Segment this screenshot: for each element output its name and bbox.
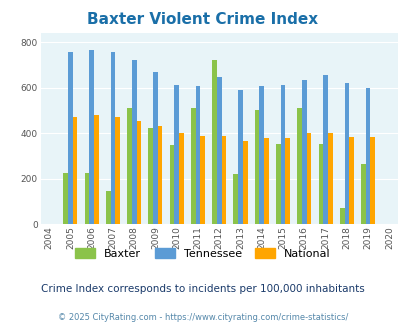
Bar: [296, 108, 301, 224]
Bar: [339, 209, 344, 224]
Bar: [221, 136, 226, 224]
Bar: [264, 138, 268, 224]
Bar: [136, 121, 141, 224]
Bar: [195, 86, 200, 224]
Bar: [369, 137, 374, 224]
Bar: [200, 136, 205, 224]
Bar: [72, 117, 77, 224]
Bar: [344, 83, 348, 224]
Legend: Baxter, Tennessee, National: Baxter, Tennessee, National: [71, 244, 334, 263]
Bar: [132, 60, 136, 224]
Bar: [106, 191, 110, 224]
Bar: [212, 60, 216, 224]
Text: Crime Index corresponds to incidents per 100,000 inhabitants: Crime Index corresponds to incidents per…: [41, 284, 364, 294]
Text: Baxter Violent Crime Index: Baxter Violent Crime Index: [87, 12, 318, 26]
Bar: [275, 144, 280, 224]
Bar: [63, 173, 68, 224]
Text: © 2025 CityRating.com - https://www.cityrating.com/crime-statistics/: © 2025 CityRating.com - https://www.city…: [58, 313, 347, 322]
Bar: [306, 133, 311, 224]
Bar: [94, 115, 98, 224]
Bar: [190, 108, 195, 224]
Bar: [348, 137, 353, 224]
Bar: [68, 52, 72, 224]
Bar: [127, 108, 132, 224]
Bar: [301, 80, 306, 224]
Bar: [318, 144, 322, 224]
Bar: [365, 88, 369, 224]
Bar: [84, 173, 89, 224]
Bar: [280, 85, 285, 224]
Bar: [242, 141, 247, 224]
Bar: [148, 128, 153, 224]
Bar: [115, 117, 119, 224]
Bar: [153, 72, 158, 224]
Bar: [179, 133, 183, 224]
Bar: [169, 145, 174, 224]
Bar: [322, 75, 327, 224]
Bar: [254, 111, 259, 224]
Bar: [216, 78, 221, 224]
Bar: [238, 90, 242, 224]
Bar: [259, 86, 264, 224]
Bar: [233, 174, 238, 224]
Bar: [174, 85, 179, 224]
Bar: [89, 50, 94, 224]
Bar: [285, 138, 289, 224]
Bar: [110, 52, 115, 224]
Bar: [360, 164, 365, 224]
Bar: [327, 133, 332, 224]
Bar: [158, 126, 162, 224]
